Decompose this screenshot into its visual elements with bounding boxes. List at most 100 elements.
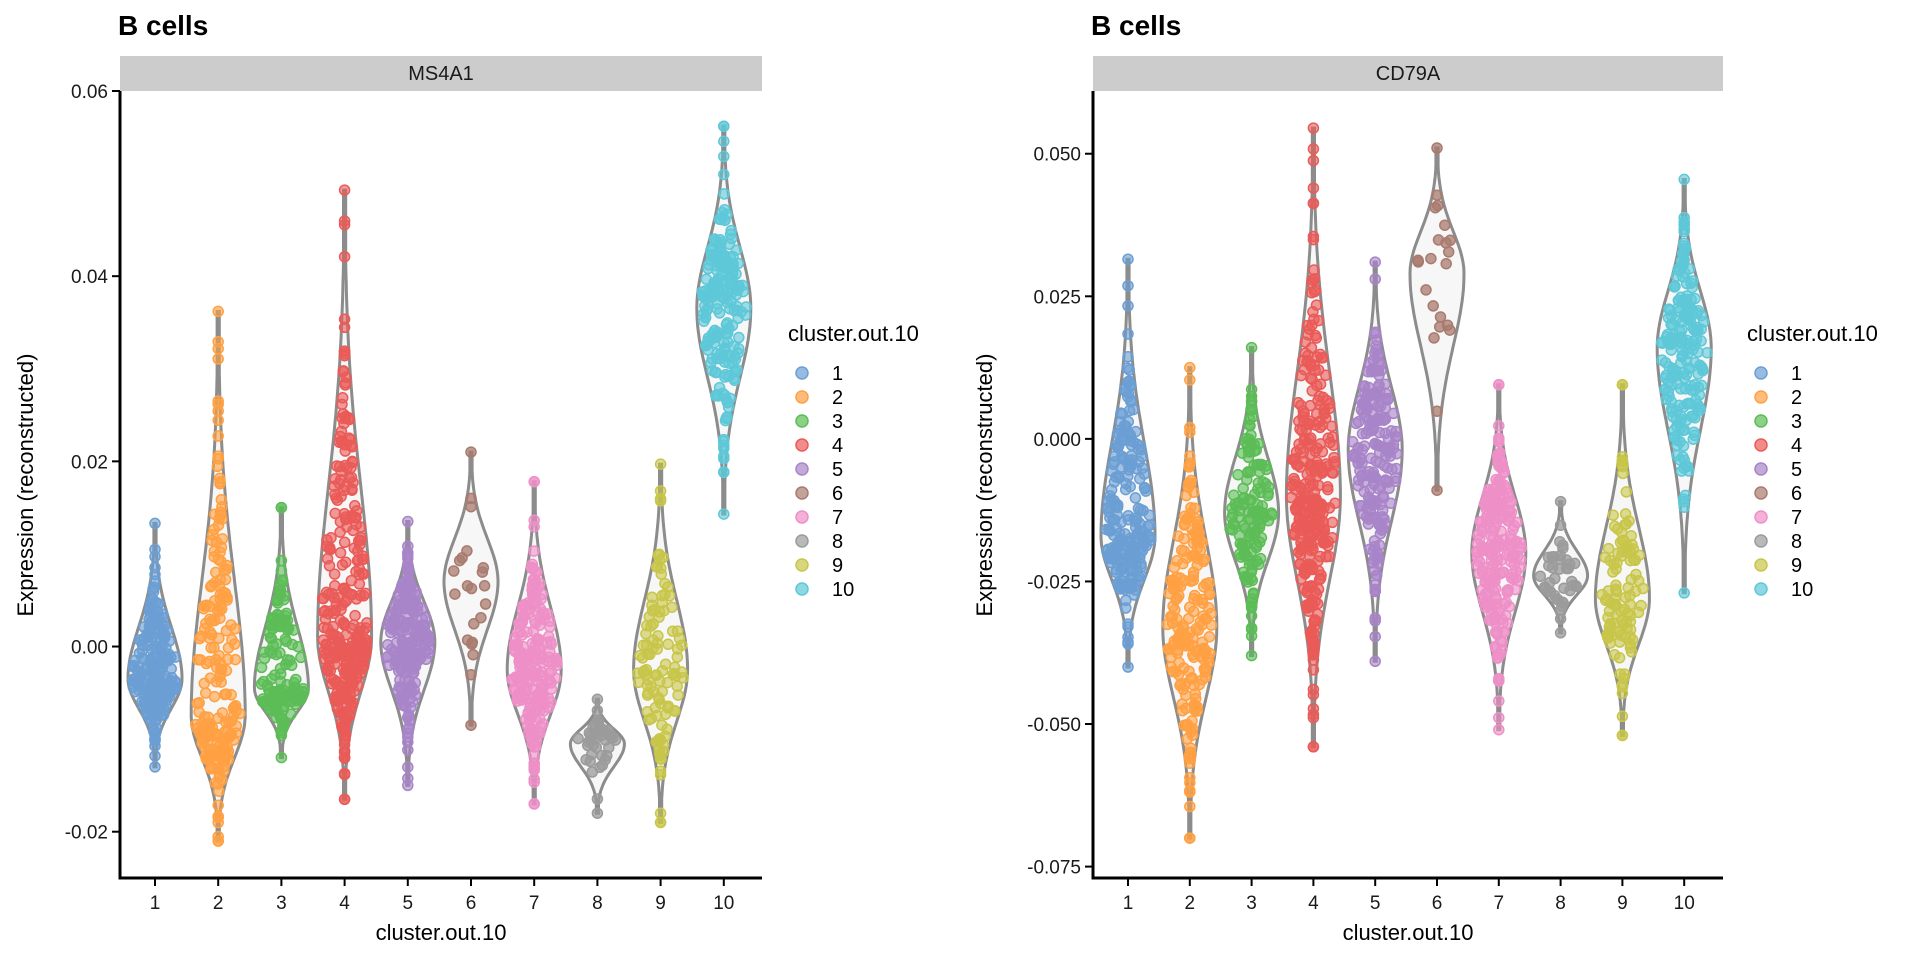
data-point [652, 549, 665, 562]
legend-label-8: 8 [1791, 531, 1802, 553]
y-tick-label: -0.075 [1027, 858, 1081, 879]
data-point [198, 677, 211, 690]
data-point [1661, 328, 1674, 341]
data-point [339, 684, 351, 696]
data-point [280, 635, 293, 648]
data-point [216, 753, 228, 765]
data-point [651, 637, 664, 649]
data-point [268, 612, 280, 624]
data-point [1509, 583, 1521, 596]
data-point [1308, 264, 1320, 276]
data-point [1368, 540, 1381, 553]
data-point [348, 619, 360, 631]
data-point [1546, 551, 1558, 563]
data-point [1311, 351, 1323, 363]
data-point [1678, 587, 1690, 599]
data-point [1167, 578, 1179, 590]
data-point [1369, 273, 1381, 285]
data-point [1307, 562, 1319, 574]
data-point [388, 618, 401, 630]
data-point [1329, 497, 1341, 509]
facet-strip [120, 56, 762, 91]
data-point [448, 565, 460, 577]
data-point [129, 673, 141, 685]
data-point [1620, 541, 1632, 554]
data-point [1320, 458, 1332, 470]
data-point [211, 460, 224, 473]
data-point [1361, 469, 1373, 482]
data-point [133, 647, 146, 659]
data-point [1387, 407, 1400, 420]
data-point [1602, 627, 1614, 640]
data-point [1311, 608, 1324, 621]
data-point [1554, 535, 1566, 548]
data-point [1671, 369, 1683, 381]
data-point [1625, 646, 1638, 658]
data-point [412, 629, 425, 641]
data-point [355, 646, 368, 659]
data-point [339, 733, 351, 746]
legend-label-4: 4 [832, 435, 843, 457]
data-point [212, 430, 224, 442]
data-point [517, 600, 529, 612]
data-point [1254, 552, 1267, 565]
data-point [275, 751, 288, 764]
data-point [1613, 625, 1626, 637]
data-point [1620, 518, 1633, 530]
data-point [718, 168, 730, 181]
legend-label-2: 2 [1791, 387, 1802, 409]
data-point [195, 630, 208, 643]
data-point [720, 412, 732, 425]
data-point [718, 508, 730, 520]
data-point [214, 612, 226, 624]
data-point [208, 523, 220, 536]
legend-label-5: 5 [1791, 459, 1802, 481]
data-point [1191, 535, 1203, 548]
data-point [1233, 548, 1246, 560]
data-point [1684, 314, 1697, 326]
data-point [1189, 692, 1202, 705]
data-point [1245, 600, 1258, 612]
data-point [1172, 668, 1185, 681]
data-point [143, 630, 155, 643]
data-point [508, 639, 521, 651]
legend-label-2: 2 [832, 387, 843, 409]
legend-label-4: 4 [1791, 435, 1802, 457]
data-point [1184, 786, 1196, 798]
data-point [1372, 381, 1385, 393]
y-axis-ticks: -0.075 -0.050 -0.025 0.000 0.025 0.050 [1027, 145, 1093, 879]
x-tick-label: 9 [655, 893, 666, 914]
data-point [275, 726, 288, 739]
points-cluster-9 [632, 458, 689, 829]
data-point [203, 721, 216, 734]
data-point [290, 673, 302, 686]
data-point [257, 695, 269, 708]
data-point [1493, 695, 1505, 707]
data-point [1487, 508, 1499, 520]
data-point [1172, 530, 1185, 542]
data-point [1610, 563, 1622, 575]
data-point [1662, 385, 1675, 398]
data-point [1554, 613, 1567, 625]
data-point [1181, 631, 1194, 644]
points-cluster-7 [1471, 378, 1528, 736]
legend-key-8 [1754, 534, 1768, 548]
data-point [654, 765, 667, 777]
data-point [338, 793, 351, 806]
data-point [295, 651, 307, 664]
data-point [213, 472, 226, 485]
legend-key-4 [795, 438, 809, 452]
data-point [1301, 586, 1313, 599]
data-point [1493, 723, 1505, 736]
data-point [1637, 582, 1649, 595]
data-point [354, 589, 367, 602]
data-point [1673, 305, 1685, 318]
legend-title: cluster.out.10 [1747, 321, 1878, 346]
x-tick-label: 5 [1370, 893, 1381, 914]
y-tick-label: -0.050 [1027, 715, 1081, 736]
data-point [526, 588, 539, 601]
data-point [532, 696, 544, 709]
data-point [1129, 492, 1142, 504]
data-point [1432, 199, 1444, 212]
data-point [1248, 445, 1261, 457]
